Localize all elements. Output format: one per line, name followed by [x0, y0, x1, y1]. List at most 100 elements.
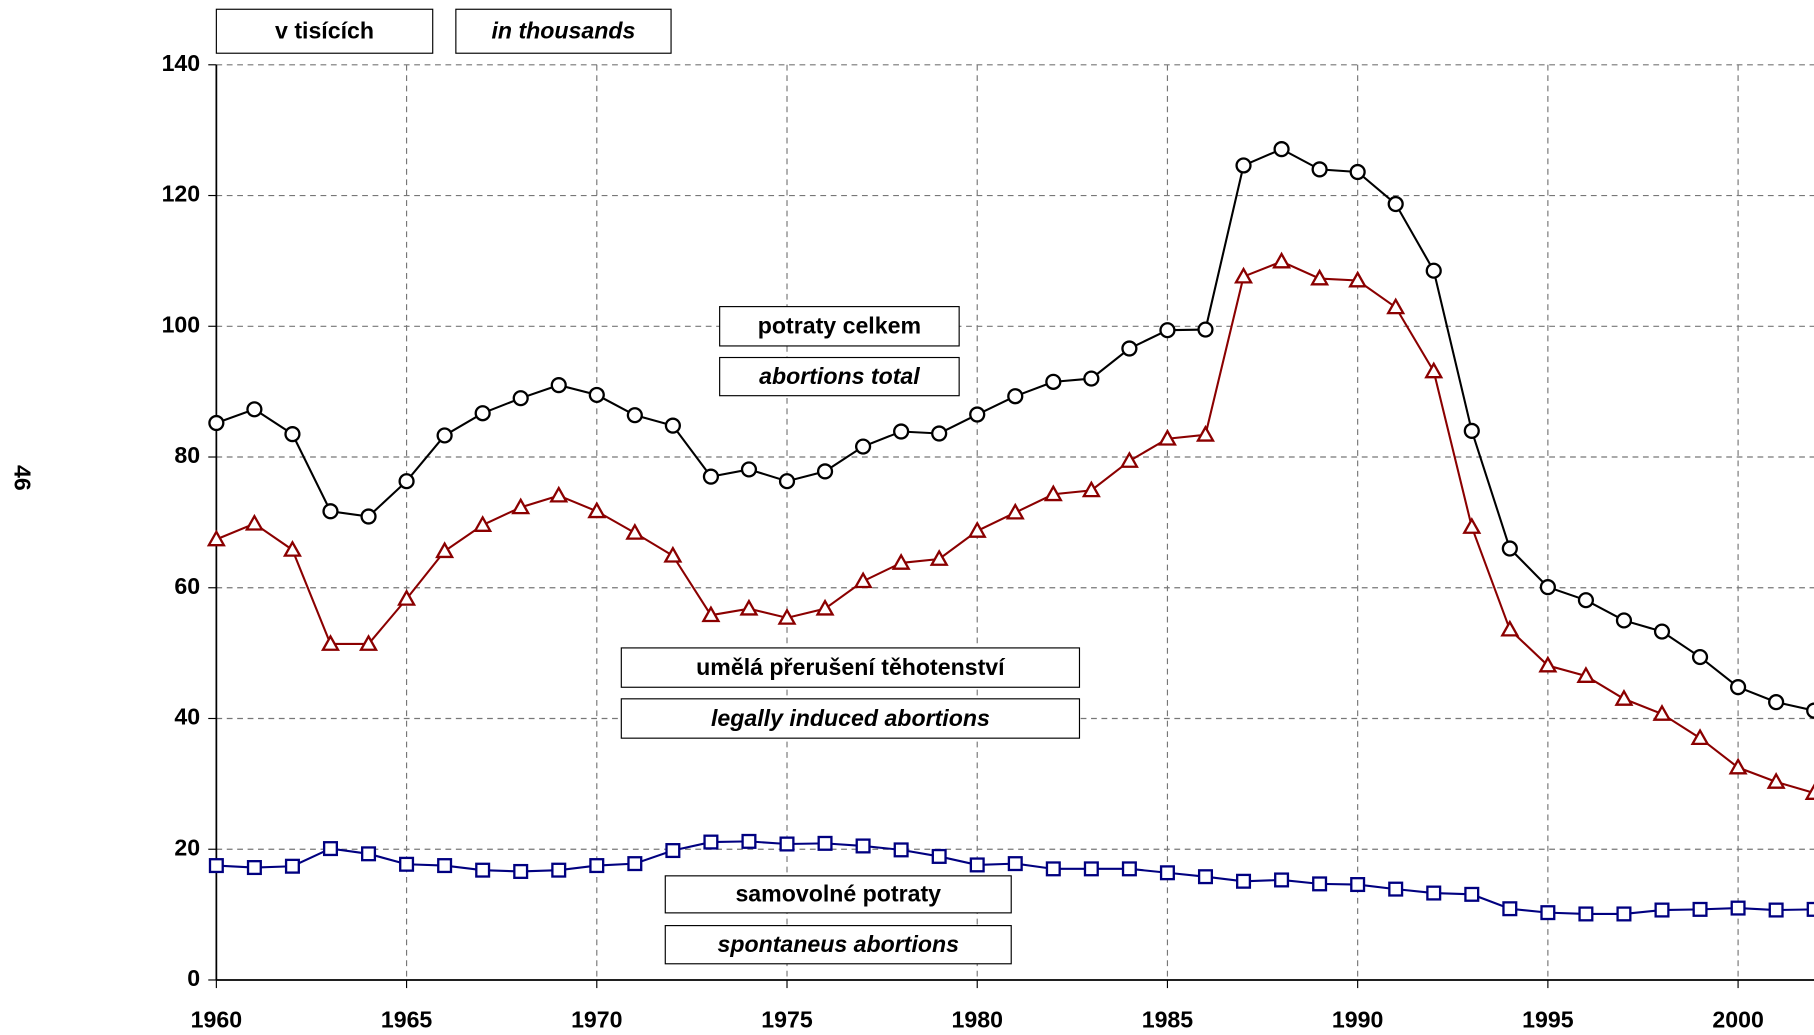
- annotation: spontaneus abortions: [717, 931, 959, 957]
- marker: [1045, 373, 1062, 390]
- x-tick-label: 1970: [571, 1007, 622, 1033]
- marker: [1424, 361, 1444, 379]
- marker: [1195, 424, 1215, 442]
- marker: [1464, 886, 1480, 902]
- marker: [435, 541, 455, 559]
- label-box: [620, 698, 1081, 739]
- marker: [1388, 881, 1404, 897]
- marker: [1312, 876, 1328, 892]
- marker: [1272, 251, 1292, 269]
- label-box: [719, 356, 960, 397]
- marker: [1653, 623, 1671, 640]
- marker: [1614, 689, 1634, 706]
- label-box: [719, 306, 960, 347]
- marker: [855, 838, 871, 854]
- marker: [1311, 161, 1328, 178]
- x-tick-label: 1960: [191, 1007, 242, 1033]
- marker: [206, 529, 226, 547]
- annotation: in thousands: [492, 18, 636, 44]
- marker: [399, 856, 415, 872]
- marker: [1768, 902, 1784, 918]
- marker: [398, 473, 415, 490]
- marker: [815, 598, 835, 616]
- page-number: 46: [10, 465, 36, 491]
- marker: [1387, 195, 1404, 213]
- marker: [1274, 872, 1290, 888]
- marker: [1692, 901, 1708, 917]
- marker: [1654, 902, 1670, 918]
- marker: [1197, 321, 1214, 338]
- marker: [361, 846, 377, 862]
- marker: [208, 858, 224, 874]
- marker: [1768, 694, 1785, 711]
- marker: [436, 427, 453, 444]
- annotation: potraty celkem: [758, 313, 921, 339]
- marker: [589, 858, 605, 874]
- marker: [1577, 592, 1595, 609]
- marker: [1007, 388, 1024, 405]
- marker: [664, 417, 681, 434]
- marker: [625, 522, 645, 540]
- marker: [1804, 783, 1814, 800]
- marker: [549, 485, 569, 503]
- marker: [1119, 451, 1139, 468]
- marker: [1005, 502, 1025, 520]
- marker: [244, 513, 264, 531]
- marker: [931, 848, 947, 864]
- marker: [587, 501, 607, 519]
- marker: [1766, 772, 1786, 789]
- marker: [1806, 702, 1814, 719]
- marker: [322, 503, 339, 520]
- annotation: samovolné potraty: [735, 881, 941, 907]
- marker: [1235, 157, 1252, 174]
- marker: [1730, 900, 1746, 916]
- x-tick-label: 1965: [381, 1007, 433, 1033]
- marker: [1425, 262, 1442, 279]
- annotation: legally induced abortions: [711, 705, 990, 731]
- marker: [208, 414, 225, 432]
- marker: [513, 863, 529, 879]
- marker: [1159, 865, 1175, 881]
- marker: [893, 842, 909, 858]
- marker: [1691, 648, 1709, 666]
- marker: [739, 598, 759, 616]
- marker: [359, 634, 379, 651]
- x-tick-label: 1980: [951, 1007, 1002, 1033]
- marker: [663, 545, 683, 563]
- marker: [322, 841, 339, 857]
- marker: [437, 858, 453, 874]
- marker: [1310, 268, 1330, 286]
- marker: [854, 438, 872, 455]
- marker: [1273, 141, 1290, 158]
- marker: [1121, 861, 1137, 877]
- marker: [627, 856, 643, 872]
- marker: [512, 390, 529, 407]
- y-tick-label: 80: [174, 442, 200, 468]
- marker: [1690, 728, 1710, 746]
- label-box: [664, 875, 1012, 914]
- marker: [1045, 861, 1061, 877]
- marker: [929, 549, 949, 566]
- marker: [817, 835, 833, 851]
- marker: [511, 497, 531, 515]
- y-tick-label: 100: [162, 311, 201, 337]
- y-tick-label: 120: [162, 181, 201, 207]
- annotation: umělá přerušení těhotenství: [696, 654, 1006, 680]
- marker: [931, 425, 948, 442]
- y-tick-label: 40: [174, 704, 200, 730]
- annotation: abortions total: [759, 363, 920, 389]
- marker: [246, 860, 262, 876]
- marker: [282, 539, 302, 557]
- marker: [1121, 340, 1138, 357]
- marker: [246, 401, 263, 418]
- marker: [1463, 422, 1480, 439]
- x-tick-label: 2000: [1712, 1007, 1763, 1033]
- marker: [969, 406, 986, 423]
- marker: [1159, 322, 1176, 339]
- marker: [1538, 655, 1558, 673]
- y-tick-label: 140: [162, 50, 201, 76]
- marker: [320, 634, 340, 651]
- x-tick-label: 1995: [1522, 1007, 1574, 1033]
- marker: [1500, 619, 1520, 637]
